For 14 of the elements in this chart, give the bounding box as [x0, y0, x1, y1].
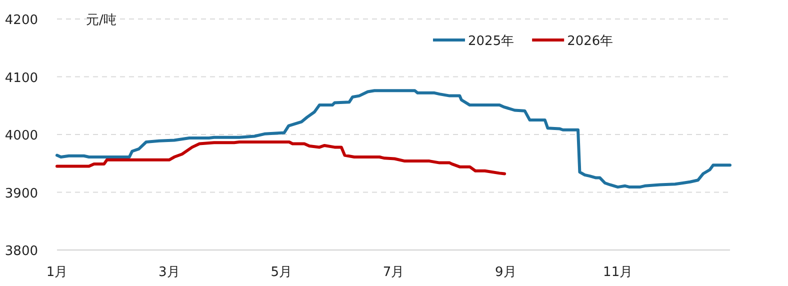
ylabel: 元/吨 [86, 13, 116, 28]
x-tick-label: 5月 [270, 265, 292, 280]
x-tick-label: 3月 [158, 265, 180, 280]
x-tick-label: 11月 [603, 265, 633, 280]
x-tick-label: 7月 [382, 265, 404, 280]
x-tick-label: 1月 [46, 265, 68, 280]
y-tick-label: 4100 [4, 70, 38, 86]
legend-label: 2025年 [468, 34, 514, 49]
y-tick-label: 4200 [4, 13, 38, 28]
y-tick-label: 3900 [4, 186, 38, 202]
y-tick-label: 4000 [4, 128, 38, 144]
legend-label: 2026年 [567, 34, 614, 49]
y-tick-label: 3800 [4, 244, 38, 259]
x-tick-label: 9月 [495, 265, 516, 280]
